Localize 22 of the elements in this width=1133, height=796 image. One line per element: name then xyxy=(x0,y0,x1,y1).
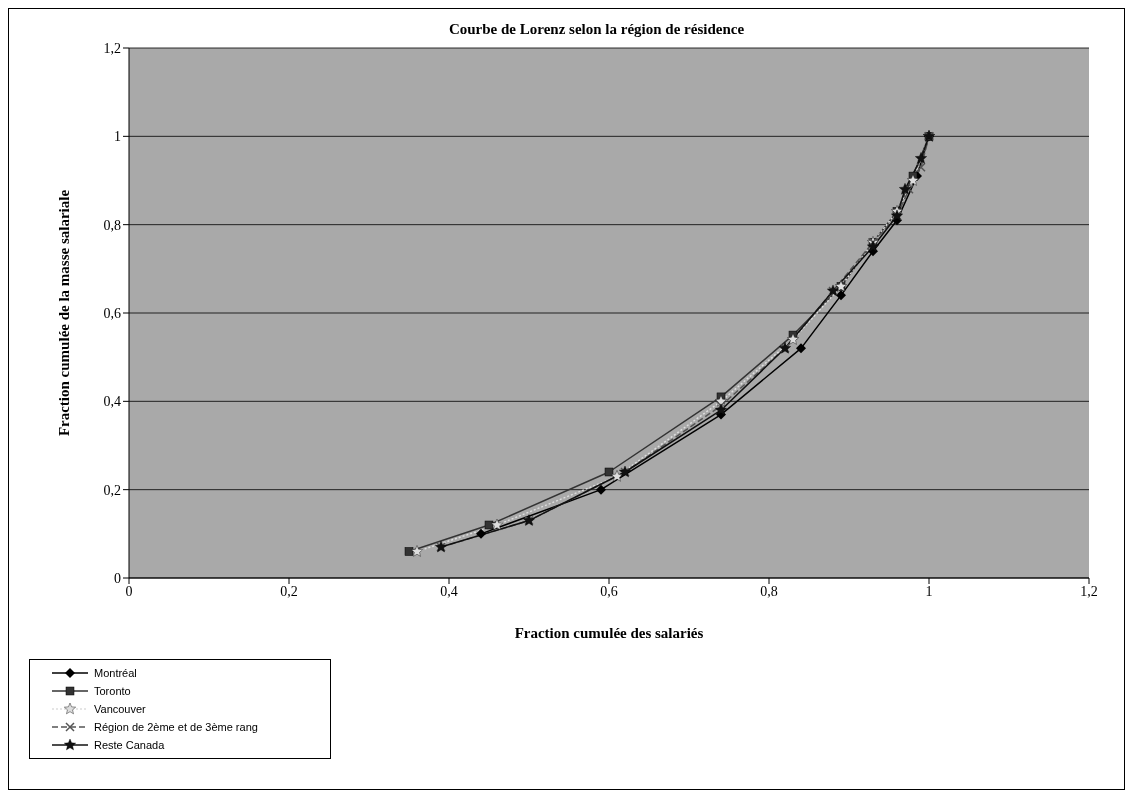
y-tick-label: 1 xyxy=(114,129,121,145)
x-tick-label: 1,2 xyxy=(1080,583,1098,599)
y-tick-label: 0,6 xyxy=(103,305,121,321)
y-tick-label: 0,8 xyxy=(103,217,121,233)
y-tick-label: 1,2 xyxy=(103,40,121,56)
y-tick-label: 0,4 xyxy=(103,394,121,410)
legend-label: Toronto xyxy=(94,685,131,697)
y-tick-label: 0,2 xyxy=(103,482,121,498)
x-tick-label: 0,8 xyxy=(760,583,778,599)
chart-title: Courbe de Lorenz selon la région de résidence xyxy=(447,21,746,38)
y-axis-title: Fraction cumulée de la masse salariale xyxy=(56,189,73,437)
x-tick-label: 0,2 xyxy=(280,583,298,599)
y-tick-label: 0 xyxy=(114,570,121,586)
legend-label: Reste Canada xyxy=(94,739,165,751)
legend-label: Montréal xyxy=(94,667,137,679)
x-tick-label: 1 xyxy=(925,583,933,599)
x-tick-label: 0,6 xyxy=(600,583,618,599)
legend-label: Vancouver xyxy=(94,703,146,715)
legend-label: Région de 2ème et de 3ème rang xyxy=(94,721,258,733)
x-tick-label: 0,4 xyxy=(440,583,458,599)
x-axis-title: Fraction cumulée des salariés xyxy=(514,625,704,641)
x-tick-label: 0 xyxy=(125,583,133,599)
